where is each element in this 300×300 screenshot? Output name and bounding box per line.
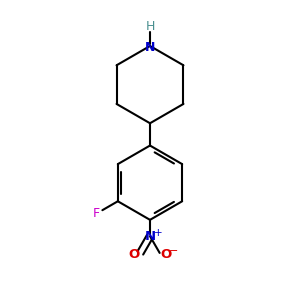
Text: H: H: [145, 20, 155, 33]
Text: +: +: [154, 228, 163, 238]
Text: N: N: [145, 41, 155, 54]
Text: −: −: [169, 245, 178, 256]
Text: F: F: [93, 207, 100, 220]
Text: N: N: [144, 230, 156, 243]
Text: O: O: [160, 248, 171, 261]
Text: O: O: [129, 248, 140, 261]
